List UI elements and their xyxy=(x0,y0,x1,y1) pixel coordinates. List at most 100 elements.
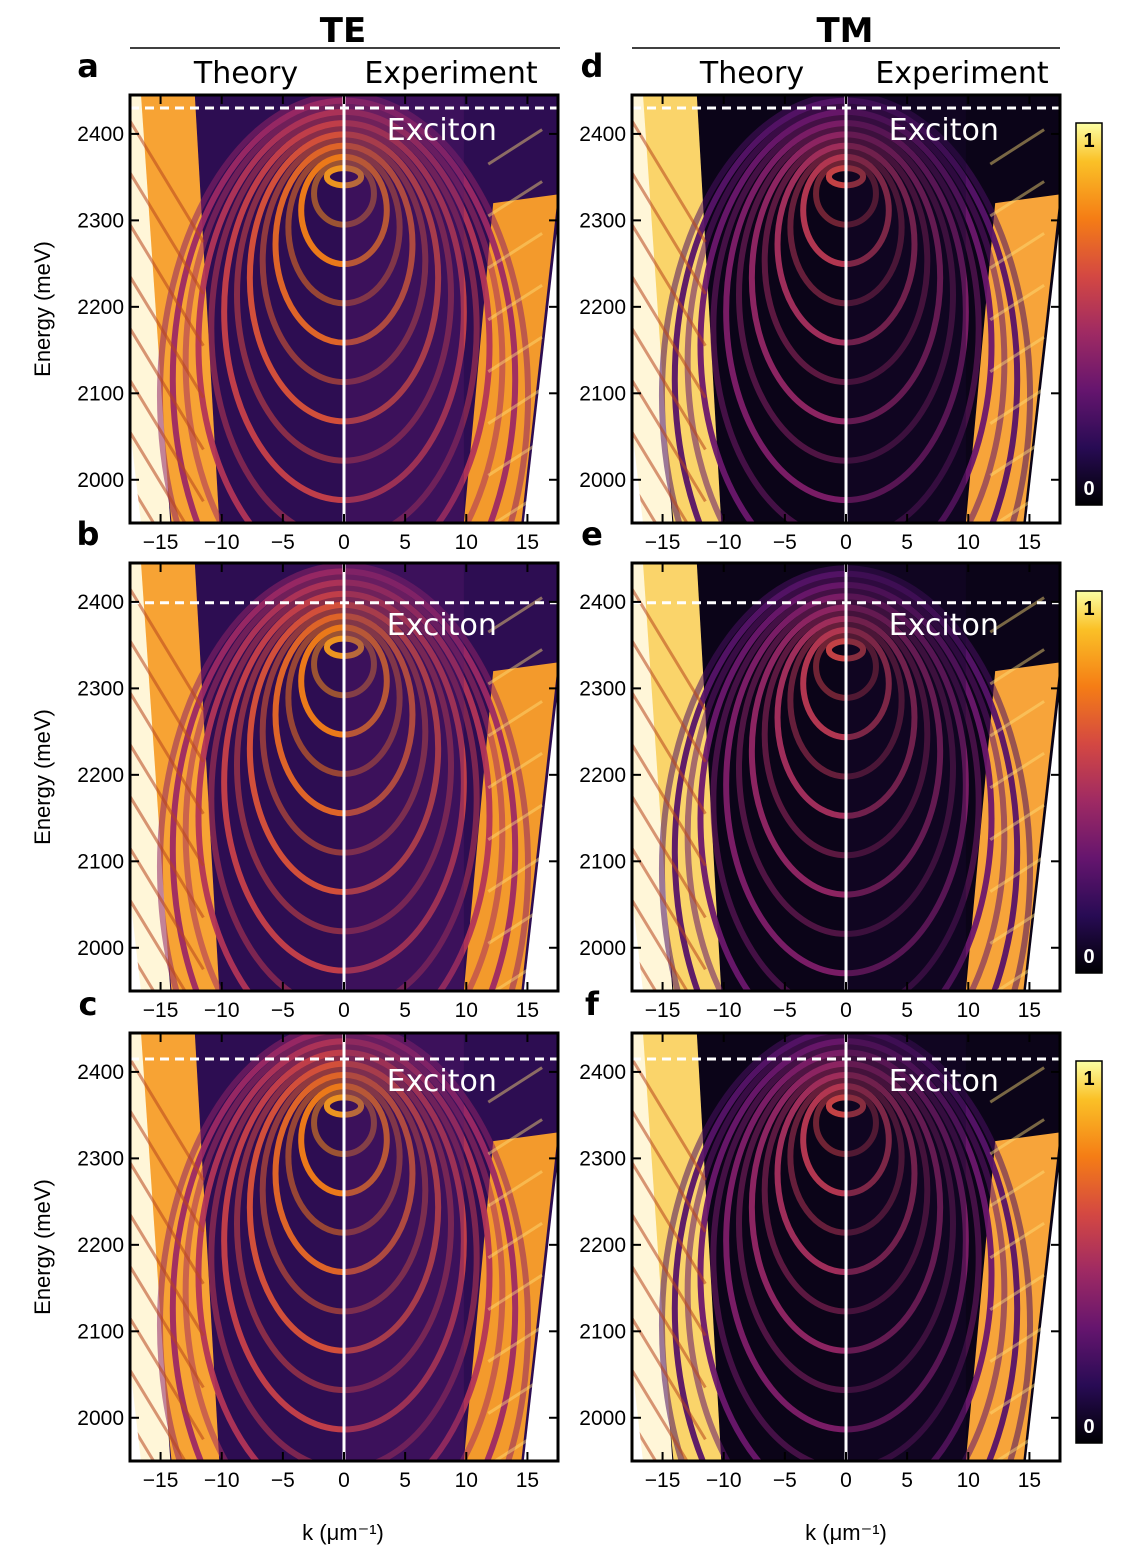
x-tick-label: −10 xyxy=(204,999,240,1022)
colorbar xyxy=(1075,590,1103,974)
exciton-label: Exciton xyxy=(889,1064,999,1099)
y-tick-label: 2200 xyxy=(579,296,626,319)
heatmap-e xyxy=(632,563,1060,991)
panel-label: e xyxy=(581,515,603,553)
heatmap-a xyxy=(130,95,558,523)
theory-light-band xyxy=(632,95,722,523)
x-tick-label: 0 xyxy=(840,1469,852,1492)
colorbar xyxy=(1075,122,1103,506)
colorbar-min-label: 0 xyxy=(1083,946,1094,968)
y-tick-label: 2400 xyxy=(579,123,626,146)
y-tick-label: 2300 xyxy=(77,1147,124,1170)
te-header: TE xyxy=(320,11,366,51)
y-tick-label: 2200 xyxy=(77,296,124,319)
x-axis-title-right: k (μm⁻¹) xyxy=(805,1520,887,1545)
x-tick-label: −10 xyxy=(204,531,240,554)
colorbar-min-label: 0 xyxy=(1083,1416,1094,1438)
experiment-light-band xyxy=(463,194,558,523)
exciton-label: Exciton xyxy=(387,113,497,148)
x-tick-label: 0 xyxy=(338,1469,350,1492)
panel-label: f xyxy=(585,985,600,1023)
y-tick-label: 2200 xyxy=(77,764,124,787)
x-tick-label: −5 xyxy=(773,1469,797,1492)
x-tick-label: −10 xyxy=(706,999,742,1022)
experiment-light-band xyxy=(965,662,1060,991)
experiment-light-band xyxy=(463,662,558,991)
x-tick-label: 15 xyxy=(516,999,539,1022)
y-tick-label: 2400 xyxy=(77,1061,124,1084)
y-axis-title: Energy (meV) xyxy=(30,709,55,845)
y-tick-label: 2100 xyxy=(579,1320,626,1343)
y-tick-label: 2100 xyxy=(579,382,626,405)
x-tick-label: 0 xyxy=(840,531,852,554)
theory-light-band xyxy=(130,95,220,523)
y-tick-label: 2000 xyxy=(579,469,626,492)
te-theory-label: Theory xyxy=(193,56,298,91)
x-tick-label: 5 xyxy=(399,1469,411,1492)
colorbar-min-label: 0 xyxy=(1083,478,1094,500)
tm-experiment-label: Experiment xyxy=(875,56,1049,91)
heatmap-d xyxy=(632,95,1060,523)
y-tick-label: 2400 xyxy=(77,123,124,146)
theory-light-band xyxy=(130,563,220,991)
y-tick-label: 2300 xyxy=(579,677,626,700)
colorbar-max-label: 1 xyxy=(1083,1068,1094,1090)
te-experiment-label: Experiment xyxy=(364,56,538,91)
x-tick-label: 10 xyxy=(957,1469,980,1492)
colorbar-max-label: 1 xyxy=(1083,130,1094,152)
x-tick-label: −5 xyxy=(271,1469,295,1492)
x-tick-label: 10 xyxy=(455,999,478,1022)
x-tick-label: 5 xyxy=(901,999,913,1022)
y-axis-title: Energy (meV) xyxy=(30,241,55,377)
panel-label: a xyxy=(77,47,99,85)
x-tick-label: −15 xyxy=(143,1469,179,1492)
x-tick-label: 5 xyxy=(399,531,411,554)
x-tick-label: 5 xyxy=(901,531,913,554)
x-tick-label: −5 xyxy=(271,531,295,554)
y-tick-label: 2200 xyxy=(579,1234,626,1257)
y-tick-label: 2400 xyxy=(77,591,124,614)
y-tick-label: 2000 xyxy=(579,937,626,960)
x-tick-label: −10 xyxy=(706,1469,742,1492)
x-tick-label: −10 xyxy=(706,531,742,554)
x-tick-label: −15 xyxy=(645,531,681,554)
panel-a: Exciton 2000 2100 2200 2300 2400 −15 −10 −5 0 5 10 1… xyxy=(30,47,560,554)
y-tick-label: 2100 xyxy=(579,850,626,873)
y-tick-label: 2300 xyxy=(77,209,124,232)
x-tick-label: 15 xyxy=(516,1469,539,1492)
y-tick-label: 2000 xyxy=(77,1407,124,1430)
y-tick-label: 2300 xyxy=(77,677,124,700)
x-tick-label: 5 xyxy=(399,999,411,1022)
x-tick-label: 10 xyxy=(455,1469,478,1492)
x-tick-label: −5 xyxy=(773,531,797,554)
x-tick-label: 5 xyxy=(901,1469,913,1492)
x-tick-label: −10 xyxy=(204,1469,240,1492)
tm-theory-label: Theory xyxy=(699,56,804,91)
y-tick-label: 2100 xyxy=(77,850,124,873)
y-tick-label: 2000 xyxy=(579,1407,626,1430)
y-tick-label: 2000 xyxy=(77,937,124,960)
exciton-label: Exciton xyxy=(387,1064,497,1099)
x-tick-label: 15 xyxy=(1018,999,1041,1022)
x-tick-label: 15 xyxy=(1018,531,1041,554)
y-tick-label: 2100 xyxy=(77,1320,124,1343)
x-tick-label: 0 xyxy=(840,999,852,1022)
y-tick-label: 2200 xyxy=(579,764,626,787)
panel-c: Exciton 2000 2100 2200 2300 2400 −15 −10 −5 0 5 10 1… xyxy=(30,985,560,1492)
x-tick-label: −5 xyxy=(271,999,295,1022)
x-tick-label: −15 xyxy=(645,999,681,1022)
x-tick-label: 0 xyxy=(338,531,350,554)
x-tick-label: 15 xyxy=(1018,1469,1041,1492)
x-tick-label: 10 xyxy=(455,531,478,554)
y-tick-label: 2400 xyxy=(579,1061,626,1084)
y-tick-label: 2300 xyxy=(579,209,626,232)
y-tick-label: 2100 xyxy=(77,382,124,405)
exciton-label: Exciton xyxy=(889,608,999,643)
x-tick-label: 10 xyxy=(957,531,980,554)
tm-header: TM xyxy=(816,11,873,51)
y-axis-title: Energy (meV) xyxy=(30,1179,55,1315)
